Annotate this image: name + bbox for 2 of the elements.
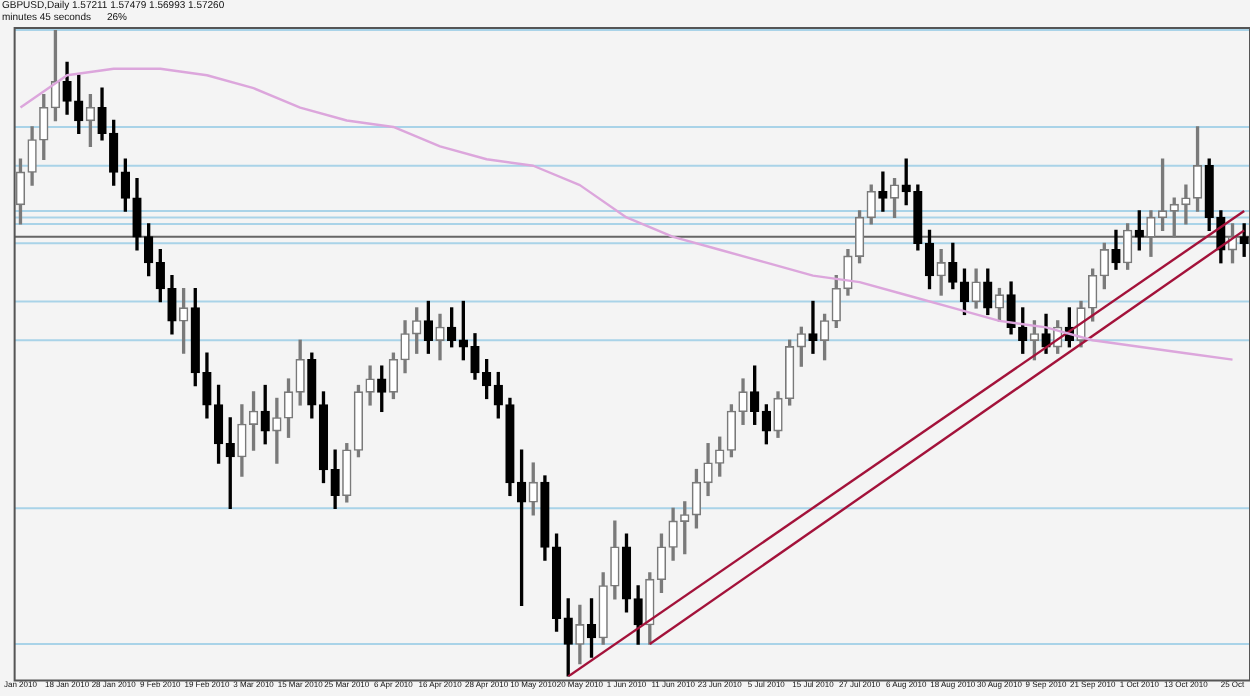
candlestick (272, 397, 282, 464)
candlestick (1181, 184, 1191, 225)
